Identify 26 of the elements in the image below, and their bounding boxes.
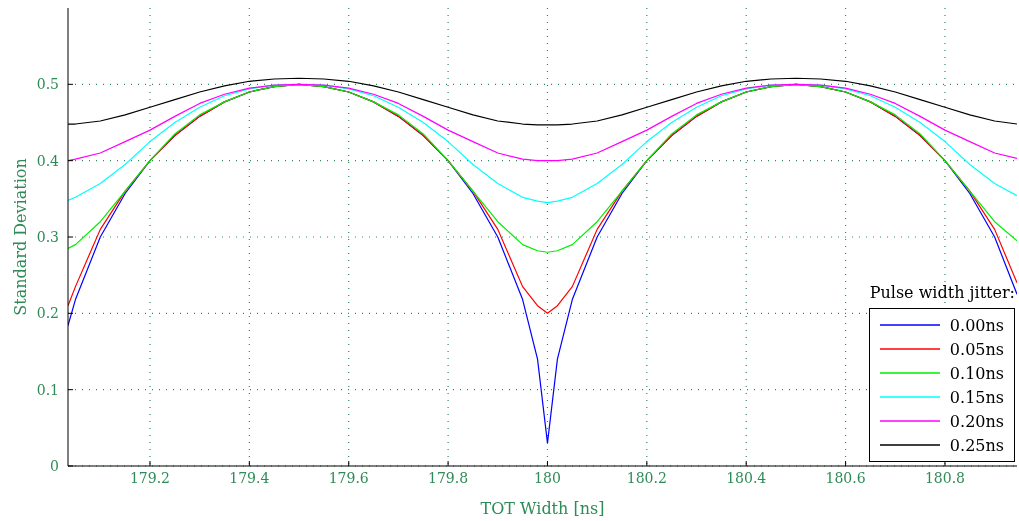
legend-label: 0.20ns	[949, 411, 1004, 431]
x-tick-label: 179.8	[428, 469, 469, 486]
x-tick-label: 179.2	[129, 469, 171, 486]
legend-label: 0.25ns	[949, 435, 1004, 455]
legend-label: 0.00ns	[949, 315, 1004, 335]
line-series	[68, 83, 1017, 253]
line-series	[68, 83, 1017, 162]
x-tick-label: 179.4	[229, 469, 270, 486]
y-tick-label: 0	[50, 457, 59, 474]
y-tick-label: 0.4	[36, 152, 60, 169]
y-tick-label: 0.5	[36, 76, 59, 93]
legend-label: 0.15ns	[949, 387, 1004, 407]
y-tick-label: 0.3	[36, 228, 59, 245]
x-axis-title: TOT Width [ns]	[480, 499, 605, 518]
legend-label: 0.10ns	[949, 363, 1004, 383]
x-tick-label: 179.6	[328, 469, 369, 486]
legend-title: Pulse width jitter:	[868, 283, 1015, 302]
x-tick-label: 180.2	[626, 469, 667, 486]
y-tick-label: 0.1	[36, 381, 59, 398]
legend-label: 0.05ns	[949, 339, 1004, 359]
x-tick-label: 180.8	[924, 469, 965, 486]
x-tick-label: 180.6	[825, 469, 866, 486]
y-tick-label: 0.2	[36, 305, 59, 322]
x-tick-label: 180.4	[726, 469, 767, 486]
y-axis-title: Standard Deviation	[10, 158, 30, 316]
x-tick-label: 180	[534, 469, 561, 486]
